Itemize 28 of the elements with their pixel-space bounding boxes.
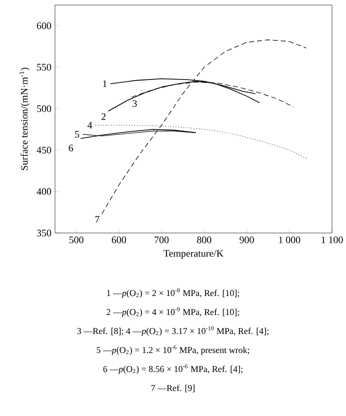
series-label: 6 (68, 144, 74, 152)
text: 1 —p(O$_{2}$) = 2 × 10$^{-8}$ MPa, Ref. [10]; (107, 288, 239, 298)
x-tick-label: 700 (154, 236, 169, 244)
x-tick-label: 600 (112, 236, 126, 244)
y-tick-label: 600 (36, 22, 52, 30)
x-tick-label: 500 (69, 236, 84, 244)
x-tick-label: 1 000 (279, 236, 300, 244)
text: 7 —Ref. [9] (151, 384, 195, 392)
text: 5 —p(O$_{2}$) = 1.2 × 10$^{-6}$ MPa, present wrok; (96, 345, 250, 355)
text: 2 —p(O$_{2}$) = 4 × 10$^{-9}$ MPa, Ref. [10]; (106, 307, 239, 317)
y-tick-label: 400 (36, 188, 52, 195)
y-tick-label: 450 (36, 146, 52, 154)
text: 6 —p(O$_{2}$) = 8.56 × 10$^{-6}$ MPa, Ref. [4]; (103, 364, 242, 374)
series-label: 4 (87, 122, 92, 128)
series-label: 7 (95, 216, 100, 223)
text: 3 —Ref. [8]; 4 —p(O$_{2}$) = 3.17 × 10$^{-10}$ MPa, Ref. [4]; (77, 326, 268, 336)
series-label: 1 (103, 80, 107, 88)
series-label: 2 (102, 113, 106, 120)
x-tick-label: 800 (197, 236, 212, 244)
series-label: 5 (75, 131, 80, 138)
y-axis-title: Surface tension/(mN·m$^{-1}$) (19, 68, 30, 170)
x-tick-label: 1 100 (322, 236, 343, 244)
y-tick-label: 550 (37, 64, 52, 71)
series-label: 3 (132, 100, 137, 107)
x-axis-title: Temperature/K (164, 250, 224, 259)
y-tick-label: 500 (37, 105, 52, 112)
x-tick-label: 900 (240, 236, 254, 244)
y-tick-label: 350 (37, 230, 52, 236)
